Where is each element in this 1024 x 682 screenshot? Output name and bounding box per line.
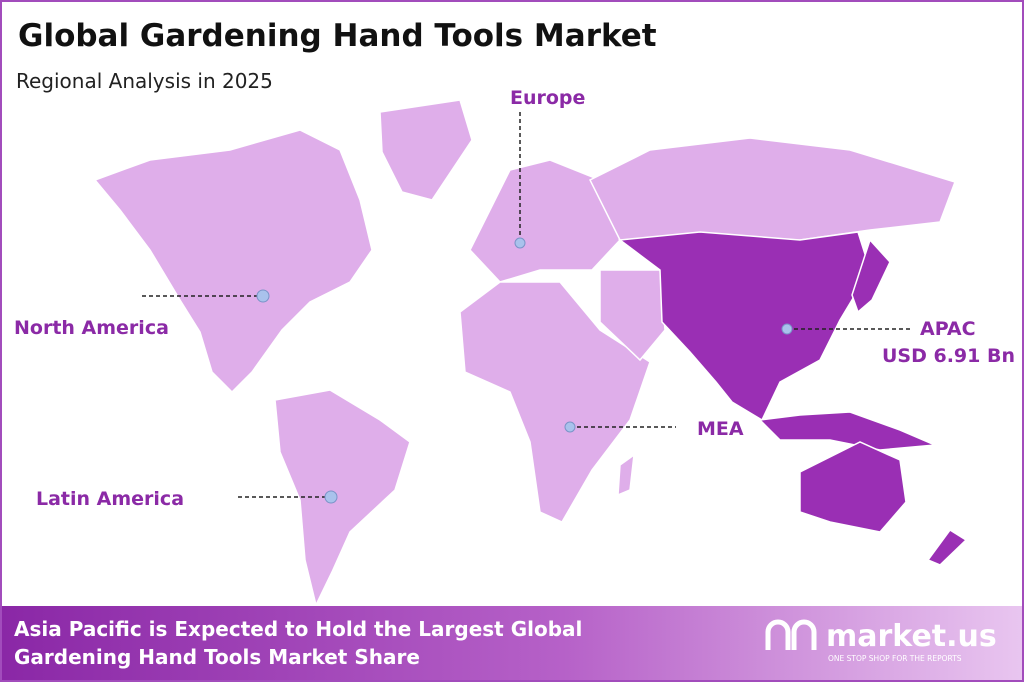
logo: market.us ONE STOP SHOP FOR THE REPORTS (765, 619, 997, 663)
callouts (142, 112, 910, 504)
brand: market.us (826, 619, 997, 654)
title: Global Gardening Hand Tools Market (18, 18, 657, 54)
tagline: ONE STOP SHOP FOR THE REPORTS (828, 654, 962, 663)
footer-band (2, 606, 1022, 680)
region-label: Europe (510, 87, 585, 109)
subtitle: Regional Analysis in 2025 (16, 69, 273, 93)
region-label: APAC (920, 318, 976, 340)
footer-text: Asia Pacific is Expected to Hold the Lar… (14, 617, 582, 641)
region-label: MEA (697, 418, 744, 440)
world-map (93, 99, 968, 608)
region-label: Latin America (36, 488, 184, 510)
region-label: North America (14, 317, 169, 339)
footer-text: Gardening Hand Tools Market Share (14, 645, 420, 669)
region-value: USD 6.91 Bn (882, 345, 1015, 367)
